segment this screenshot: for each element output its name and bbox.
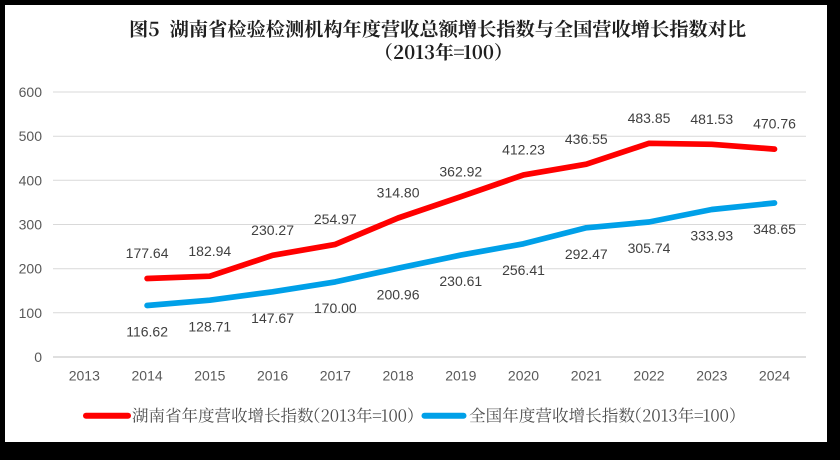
svg-text:400: 400 — [19, 172, 43, 188]
svg-text:2023: 2023 — [696, 368, 727, 384]
svg-text:147.67: 147.67 — [251, 310, 294, 326]
svg-text:256.41: 256.41 — [502, 262, 545, 278]
svg-text:116.62: 116.62 — [126, 324, 168, 340]
svg-text:200: 200 — [19, 261, 43, 277]
svg-text:100: 100 — [19, 305, 43, 321]
svg-text:348.65: 348.65 — [753, 221, 796, 237]
svg-text:300: 300 — [19, 217, 43, 233]
svg-text:500: 500 — [19, 128, 43, 144]
svg-text:2013: 2013 — [69, 368, 100, 384]
svg-text:436.55: 436.55 — [565, 131, 608, 147]
svg-text:170.00: 170.00 — [314, 300, 357, 316]
svg-text:182.94: 182.94 — [188, 243, 231, 259]
svg-text:483.85: 483.85 — [628, 110, 671, 126]
svg-text:412.23: 412.23 — [502, 142, 545, 158]
svg-text:2022: 2022 — [633, 368, 664, 384]
svg-text:314.80: 314.80 — [377, 185, 420, 201]
svg-text:230.61: 230.61 — [439, 273, 482, 289]
svg-text:333.93: 333.93 — [690, 228, 733, 244]
svg-text:470.76: 470.76 — [753, 116, 796, 132]
svg-text:200.96: 200.96 — [377, 286, 420, 302]
svg-text:230.27: 230.27 — [251, 222, 294, 238]
svg-text:2020: 2020 — [508, 368, 539, 384]
svg-text:128.71: 128.71 — [188, 318, 231, 334]
svg-text:362.92: 362.92 — [439, 163, 482, 179]
svg-text:2018: 2018 — [383, 368, 414, 384]
svg-text:0: 0 — [34, 349, 42, 365]
svg-text:2014: 2014 — [132, 368, 163, 384]
svg-text:254.97: 254.97 — [314, 211, 357, 227]
svg-text:600: 600 — [19, 84, 43, 100]
svg-text:292.47: 292.47 — [565, 246, 608, 262]
svg-text:2021: 2021 — [571, 368, 602, 384]
svg-text:2016: 2016 — [257, 368, 288, 384]
svg-text:2024: 2024 — [759, 368, 790, 384]
svg-text:2017: 2017 — [320, 368, 351, 384]
svg-text:2015: 2015 — [194, 368, 225, 384]
svg-text:2019: 2019 — [445, 368, 476, 384]
svg-text:305.74: 305.74 — [628, 240, 671, 256]
svg-text:481.53: 481.53 — [690, 111, 733, 127]
svg-text:177.64: 177.64 — [126, 245, 169, 261]
